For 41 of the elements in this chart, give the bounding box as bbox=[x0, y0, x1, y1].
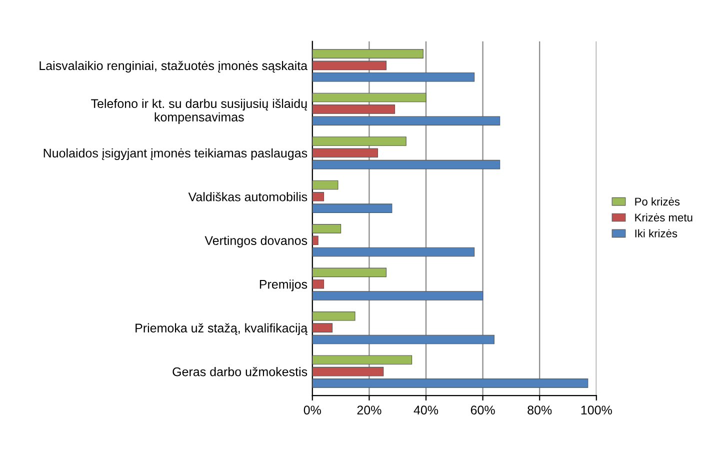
y-tick-label: Geras darbo užmokestis bbox=[172, 366, 308, 376]
bar bbox=[312, 49, 424, 58]
y-tick-label: Telefono ir kt. su darbu susijusių išlaidų kompensavimas bbox=[91, 98, 307, 124]
bar bbox=[312, 116, 500, 126]
bar bbox=[312, 312, 356, 321]
bar bbox=[312, 323, 333, 332]
bar bbox=[312, 247, 475, 257]
bar bbox=[312, 334, 494, 344]
y-tick-label: Premijos bbox=[260, 280, 308, 292]
bar bbox=[312, 204, 392, 213]
x-tick-label: 80% bbox=[528, 406, 552, 415]
bar bbox=[312, 92, 426, 102]
bar bbox=[312, 378, 588, 388]
y-tick-label: Vertingos dovanos bbox=[204, 236, 308, 248]
x-tick-label: 60% bbox=[470, 406, 495, 415]
y-tick-label: Laisvalaikio renginiai, stažuotės įmonės sąskaita bbox=[40, 60, 308, 73]
y-tick-label: Valdiškas automobilis bbox=[188, 192, 308, 202]
x-tick-label: 0% bbox=[304, 406, 321, 415]
bar bbox=[312, 192, 324, 202]
bar bbox=[312, 72, 475, 82]
bar bbox=[312, 279, 324, 289]
bar bbox=[312, 224, 342, 234]
y-tick-label: Nuolaidos įsigyjant įmonės teikiamas paslaugas bbox=[44, 148, 308, 160]
bar bbox=[312, 160, 500, 170]
legend-label: Po krizės bbox=[635, 197, 680, 206]
y-tick-label: Priemoka už stažą, kvalifikaciją bbox=[136, 323, 308, 335]
bar bbox=[312, 291, 484, 300]
bar bbox=[312, 148, 378, 158]
x-tick-label: 100% bbox=[581, 406, 612, 415]
x-tick-label: 40% bbox=[414, 406, 438, 415]
bar bbox=[312, 180, 338, 190]
x-tick-label: 20% bbox=[357, 406, 382, 415]
bar bbox=[312, 268, 387, 278]
bar bbox=[312, 366, 384, 376]
bar bbox=[312, 136, 406, 146]
legend-label: Iki krizės bbox=[635, 229, 678, 238]
bar bbox=[312, 104, 396, 114]
legend-label: Krizės metu bbox=[635, 213, 692, 222]
bar bbox=[312, 355, 412, 365]
bar bbox=[312, 60, 387, 70]
bar bbox=[312, 236, 318, 246]
